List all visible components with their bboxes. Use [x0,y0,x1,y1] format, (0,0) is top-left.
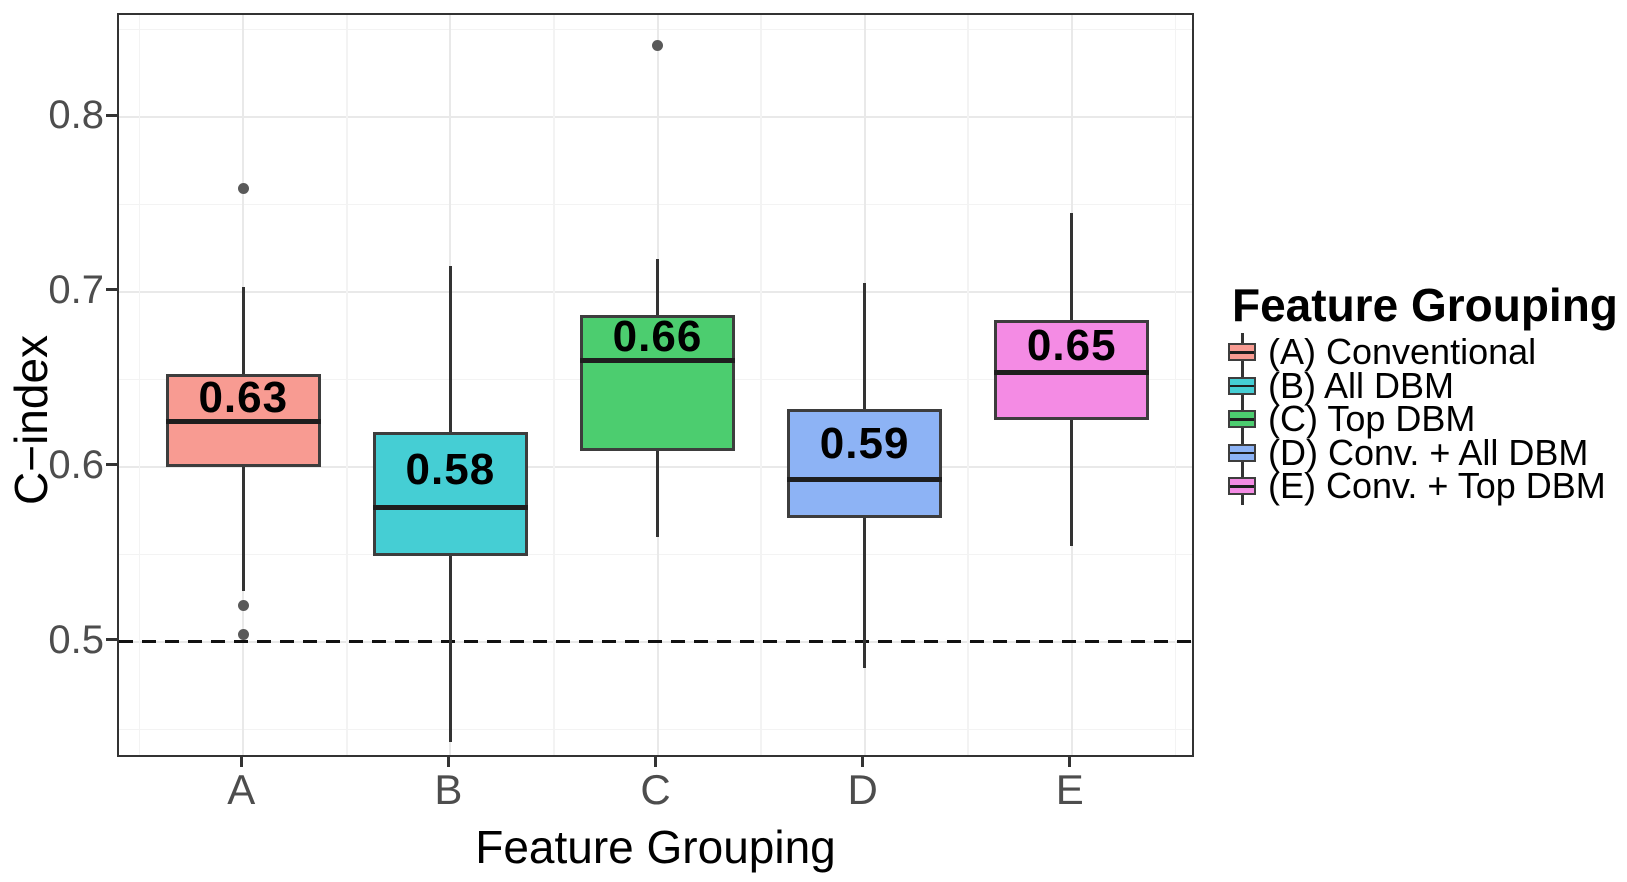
legend-key-median [1230,418,1254,421]
y-tick-mark [106,288,117,292]
minor-gridline-v [346,15,348,755]
minor-gridline [119,728,1192,731]
major-gridline [119,116,1192,118]
legend-item-label: (B) All DBM [1268,364,1455,406]
x-tick-label-E: E [1055,766,1084,813]
legend-title: Feature Grouping [1232,279,1618,331]
y-tick-mark [106,638,117,642]
legend-key-median [1230,451,1254,454]
legend-item-E: (E) Conv. + Top DBM [1228,465,1606,506]
legend-key-median [1230,351,1254,354]
median-line-C [579,357,736,363]
median-line-D [786,476,943,482]
minor-gridline-v [760,15,762,755]
reference-line-dashed [119,640,1192,644]
minor-gridline-v [138,15,141,755]
legend-item-B: (B) All DBM [1228,364,1455,406]
median-line-E [994,369,1150,375]
minor-gridline-v [1174,15,1177,755]
minor-gridline [119,203,1192,206]
minor-gridline [119,553,1192,556]
box-B [372,431,529,557]
legend-key-boxplot-icon [1228,333,1256,371]
legend-item-label: (C) Top DBM [1268,398,1476,439]
median-value-label-A: 0.63 [198,372,289,422]
box-E [994,319,1150,420]
legend-key-boxplot-icon [1228,433,1256,472]
legend-item-label: (D) Conv. + All DBM [1268,431,1589,473]
legend-key-boxplot-icon [1228,467,1256,505]
x-tick-mark [239,757,243,767]
minor-gridline-v [553,15,555,755]
outlier-point-A [237,183,249,195]
legend-key-boxplot-icon [1228,366,1256,405]
x-tick-mark [1068,757,1072,767]
y-tick-label: 0.7 [48,267,104,312]
minor-gridline-v [967,15,969,755]
x-tick-mark [446,757,450,767]
legend-item-D: (D) Conv. + All DBM [1228,431,1589,473]
box-C [579,314,736,452]
median-value-label-B: 0.58 [405,444,496,494]
y-tick-mark [106,463,117,467]
x-axis-title: Feature Grouping [475,821,836,873]
x-tick-mark [654,757,657,767]
y-tick-label: 0.6 [48,442,104,487]
legend-item-label: (A) Conventional [1268,331,1537,372]
legend-key-boxplot-icon [1228,400,1256,438]
median-line-B [372,504,529,510]
legend-key-median [1230,384,1254,387]
x-tick-label-D: D [847,766,878,813]
median-value-label-E: 0.65 [1026,321,1117,371]
x-tick-label-C: C [640,766,671,813]
legend-item-label: (E) Conv. + Top DBM [1268,465,1606,506]
minor-gridline [119,28,1192,31]
median-value-label-D: 0.59 [819,419,910,469]
major-gridline [119,290,1192,293]
y-tick-mark [106,113,117,117]
outlier-point-A [237,629,249,641]
y-tick-label: 0.5 [48,617,104,662]
outlier-point-A [237,599,249,611]
legend-item-C: (C) Top DBM [1228,398,1476,439]
y-tick-label: 0.8 [48,93,104,137]
major-gridline [119,465,1192,468]
x-tick-label-B: B [434,766,463,813]
median-value-label-C: 0.66 [612,312,703,362]
plot-panel: 0.63 0.58 0.66 0.59 0.65 [117,13,1194,757]
x-tick-mark [861,757,865,767]
box-D [786,409,943,518]
legend-key-median [1230,485,1254,488]
median-line-A [165,418,321,424]
outlier-point-C [652,39,663,51]
legend-item-A: (A) Conventional [1228,331,1537,372]
x-tick-label-A: A [227,766,256,813]
